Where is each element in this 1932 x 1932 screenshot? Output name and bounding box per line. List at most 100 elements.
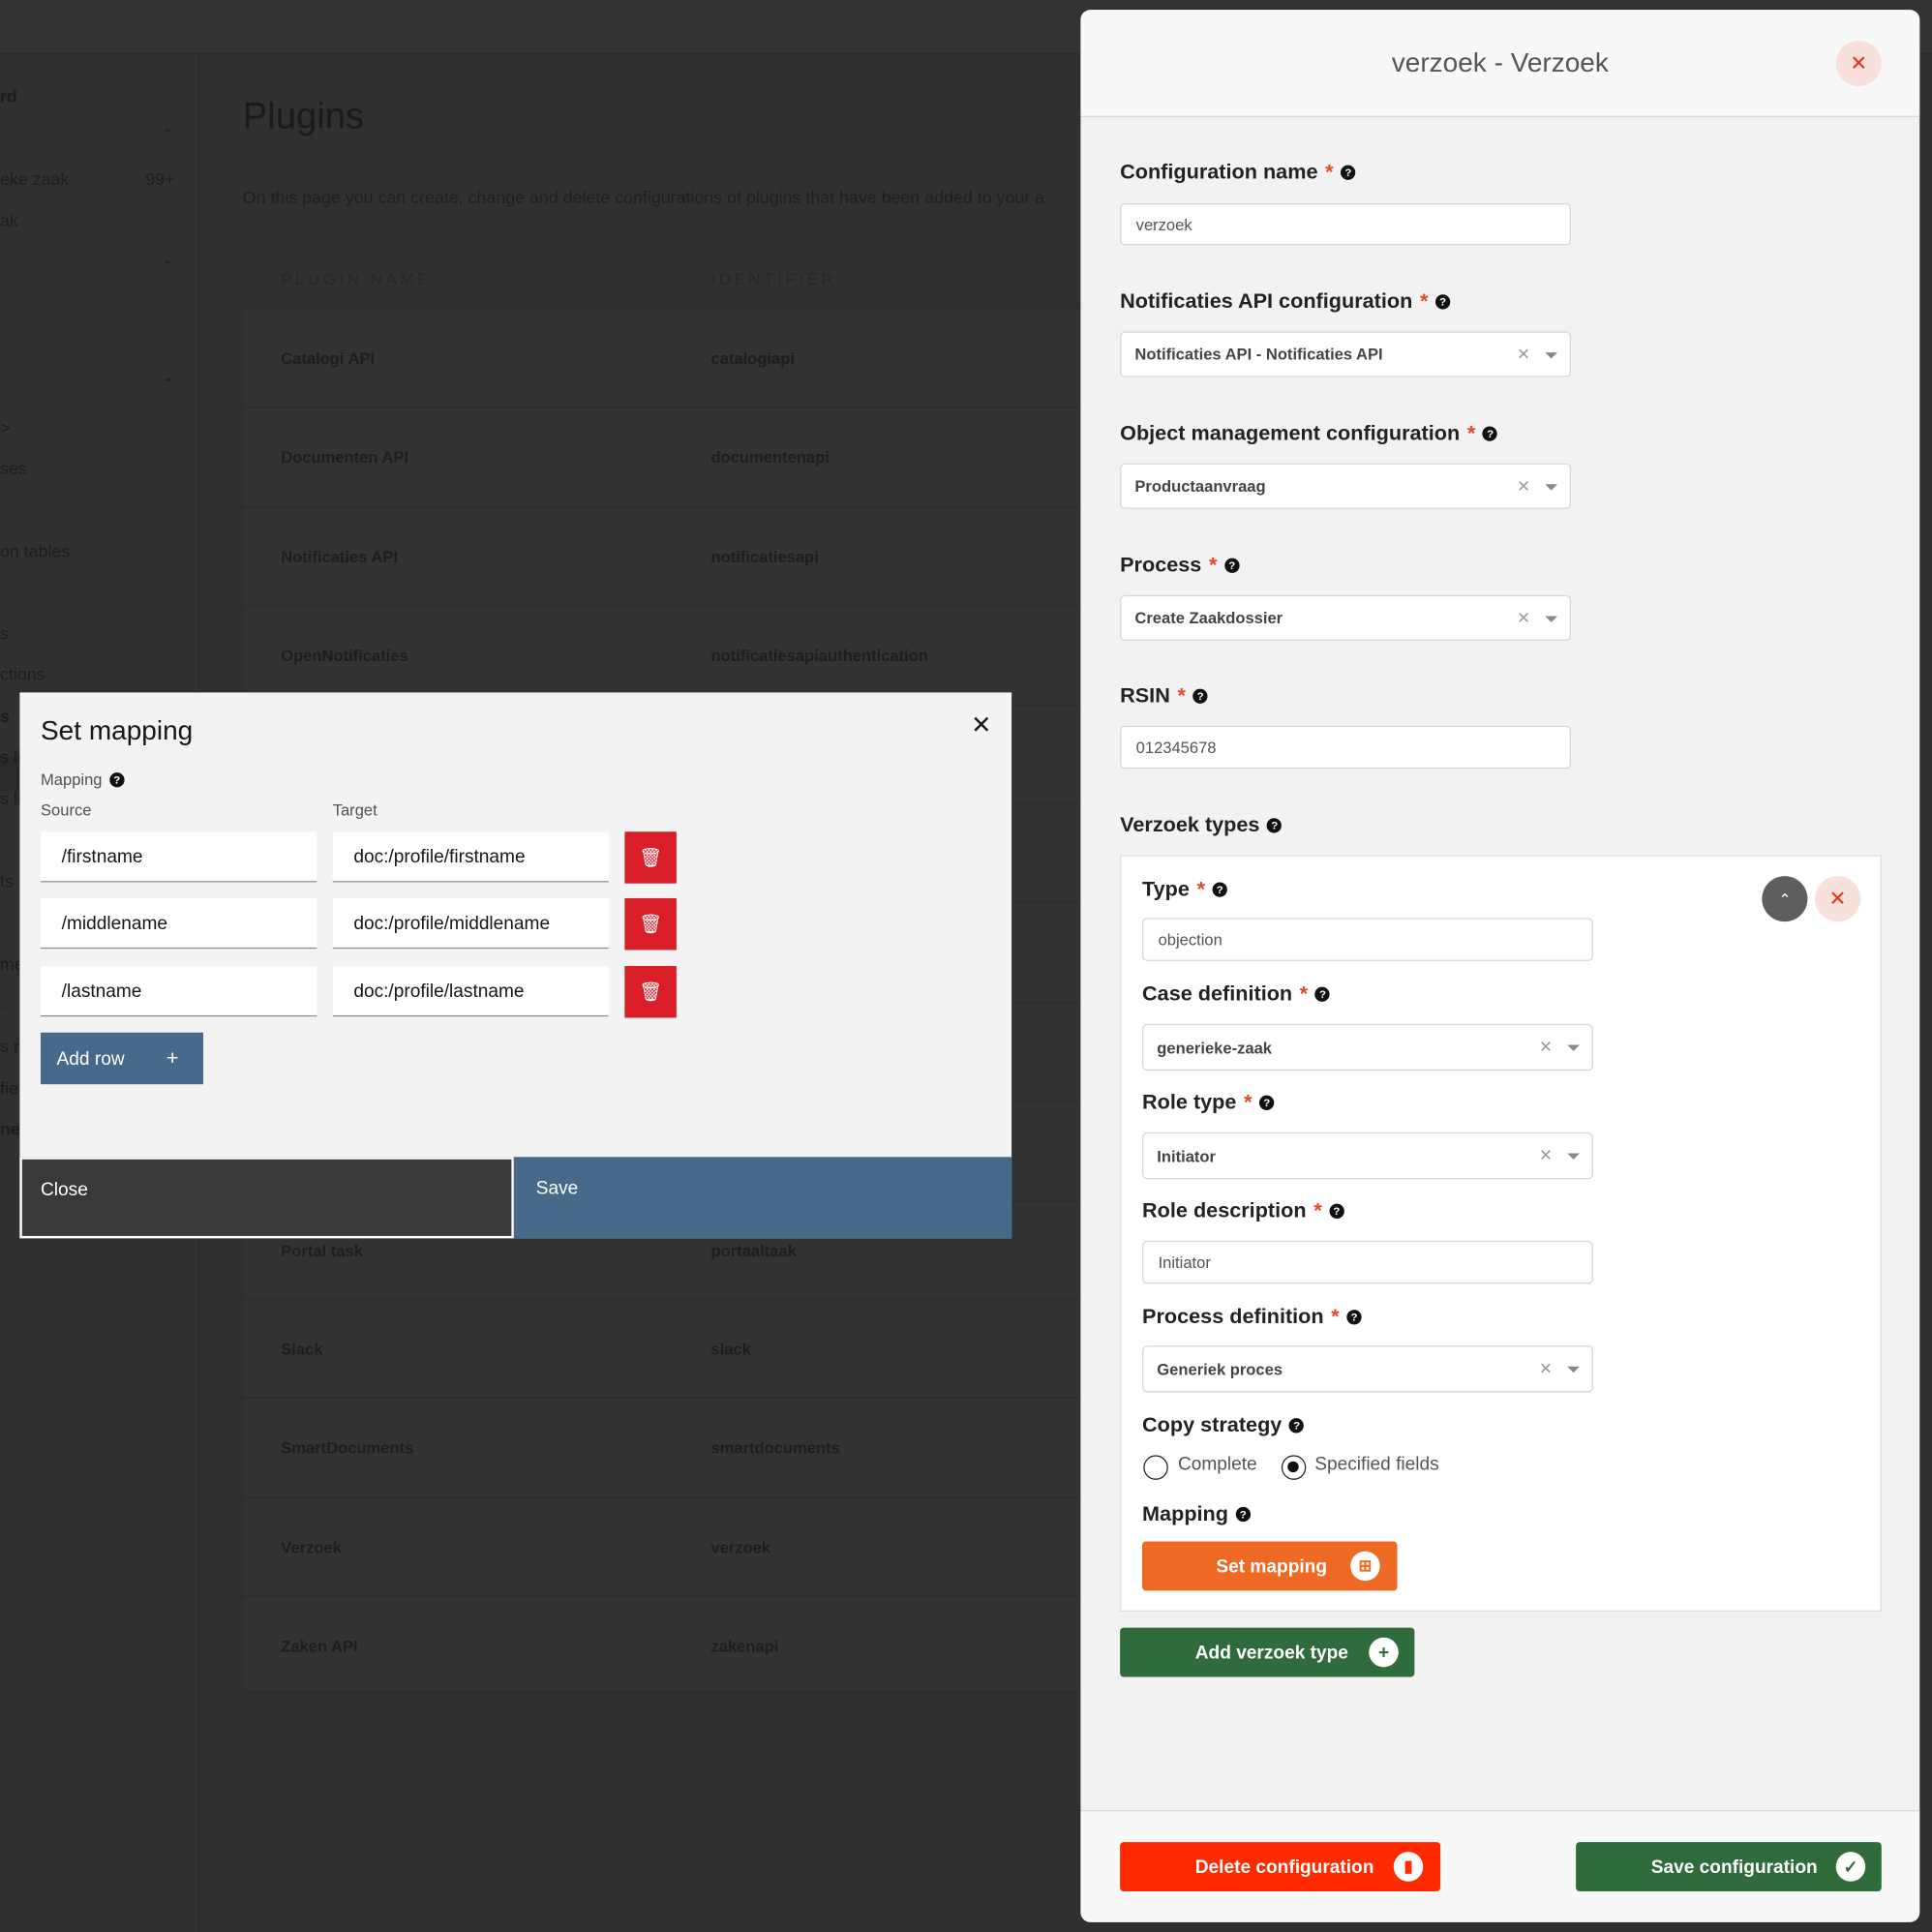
clear-icon[interactable]: ✕ xyxy=(1539,1145,1553,1164)
close-icon: ✕ xyxy=(1828,886,1847,911)
source-input[interactable]: /lastname xyxy=(41,966,317,1017)
dropdown-arrow-icon[interactable] xyxy=(1567,1153,1580,1160)
close-panel-button[interactable]: ✕ xyxy=(1835,41,1882,87)
help-icon[interactable]: ? xyxy=(1329,1203,1344,1219)
role-description-input[interactable]: Initiator xyxy=(1142,1240,1593,1284)
source-input[interactable]: /middlename xyxy=(41,897,317,950)
plugin-name: Slack xyxy=(281,1340,323,1359)
close-modal-button[interactable]: ✕ xyxy=(971,709,991,740)
sidebar-item[interactable]: fie xyxy=(0,1077,18,1099)
help-icon[interactable]: ? xyxy=(1212,882,1227,897)
help-icon[interactable]: ? xyxy=(1435,294,1451,310)
radio-specified-fields-label[interactable]: Specified fields xyxy=(1314,1454,1439,1475)
help-icon[interactable]: ? xyxy=(1288,1418,1305,1434)
help-icon[interactable]: ? xyxy=(1341,165,1356,180)
delete-row-button[interactable]: 🗑 xyxy=(624,897,677,951)
modal-save-button[interactable]: Save xyxy=(513,1157,1012,1239)
sidebar-item[interactable]: ses xyxy=(0,458,27,478)
help-icon[interactable]: ? xyxy=(1267,818,1283,833)
target-input[interactable]: doc:/profile/middlename xyxy=(332,897,609,950)
dropdown-arrow-icon[interactable] xyxy=(1545,615,1558,622)
chevron-up-icon[interactable]: ⌃ xyxy=(161,374,175,394)
plugin-identifier: verzoek xyxy=(710,1538,771,1557)
radio-specified-fields[interactable] xyxy=(1281,1455,1307,1480)
delete-configuration-button[interactable]: Delete configuration ▮ xyxy=(1120,1842,1441,1891)
process-select[interactable]: Create Zaakdossier ✕ xyxy=(1120,594,1572,641)
table-row[interactable]: Zaken API zakenapi xyxy=(243,1597,1105,1696)
dropdown-arrow-icon[interactable] xyxy=(1567,1366,1580,1374)
help-icon[interactable]: ? xyxy=(1314,986,1331,1002)
help-icon[interactable]: ? xyxy=(109,771,125,787)
table-row[interactable]: SmartDocuments smartdocuments xyxy=(242,1399,1105,1498)
notificaties-select[interactable]: Notificaties API - Notificaties API ✕ xyxy=(1120,331,1572,377)
sidebar-item[interactable]: > xyxy=(0,995,11,1015)
verzoek-types-label: Verzoek types? xyxy=(1120,813,1283,837)
type-input[interactable]: objection xyxy=(1142,918,1593,961)
table-row[interactable]: Documenten API documentenapi xyxy=(242,408,1105,508)
sidebar-item[interactable]: on tables xyxy=(0,540,71,561)
sidebar-item[interactable]: > xyxy=(0,417,11,438)
help-icon[interactable]: ? xyxy=(1192,688,1208,704)
column-header-identifier: IDENTIFIER xyxy=(710,269,837,288)
modal-close-button[interactable]: Close xyxy=(19,1157,514,1239)
help-icon[interactable]: ? xyxy=(1482,426,1498,441)
sidebar-item[interactable]: me xyxy=(0,953,24,974)
sidebar-item[interactable]: s li xyxy=(0,788,21,809)
dropdown-arrow-icon[interactable] xyxy=(1545,483,1558,491)
sidebar-item-active[interactable]: s xyxy=(0,706,10,726)
collapse-button[interactable]: ⌃ xyxy=(1762,876,1808,922)
add-verzoek-type-button[interactable]: Add verzoek type + xyxy=(1120,1627,1415,1677)
target-input[interactable]: doc:/profile/firstname xyxy=(332,831,609,883)
sidebar-item[interactable]: ts xyxy=(0,870,14,891)
table-row[interactable]: Slack slack xyxy=(242,1300,1105,1400)
role-description-label: Role description *? xyxy=(1142,1199,1344,1223)
radio-complete[interactable] xyxy=(1143,1455,1168,1480)
dropdown-arrow-icon[interactable] xyxy=(1545,351,1558,358)
process-definition-select[interactable]: Generiek proces ✕ xyxy=(1142,1345,1593,1393)
sidebar-item[interactable]: s li xyxy=(0,746,21,767)
chevron-down-icon[interactable]: ⌄ xyxy=(161,249,175,268)
role-type-select[interactable]: Initiator ✕ xyxy=(1142,1132,1593,1180)
delete-row-button[interactable]: 🗑 xyxy=(624,831,677,884)
table-row[interactable]: Portal task portaaltaak xyxy=(242,1201,1105,1300)
plugin-name: Catalogi API xyxy=(281,348,376,368)
clear-icon[interactable]: ✕ xyxy=(1539,1359,1553,1378)
object-management-select[interactable]: Productaanvraag ✕ xyxy=(1120,463,1572,509)
plus-icon: + xyxy=(1369,1637,1399,1668)
table-row[interactable]: Catalogi API catalogiapi xyxy=(242,310,1105,408)
help-icon[interactable]: ? xyxy=(1346,1310,1362,1325)
help-icon[interactable]: ? xyxy=(1235,1506,1251,1523)
case-definition-select[interactable]: generieke-zaak ✕ xyxy=(1142,1023,1593,1072)
add-row-button[interactable]: Add row + xyxy=(41,1032,204,1085)
config-name-input[interactable]: verzoek xyxy=(1120,203,1572,246)
remove-type-button[interactable]: ✕ xyxy=(1815,876,1861,922)
chevron-up-icon[interactable]: ⌃ xyxy=(161,125,175,144)
table-row[interactable]: Notificaties API notificatiesapi xyxy=(242,507,1105,607)
source-input[interactable]: /firstname xyxy=(41,831,317,883)
clear-icon[interactable]: ✕ xyxy=(1539,1037,1553,1056)
sidebar-item[interactable]: s xyxy=(0,623,9,644)
help-icon[interactable]: ? xyxy=(1259,1095,1275,1110)
help-icon[interactable]: ? xyxy=(1224,558,1240,573)
sidebar-item[interactable]: ctions xyxy=(0,664,45,684)
set-mapping-button[interactable]: Set mapping ⊞ xyxy=(1142,1541,1398,1591)
table-row[interactable]: OpenNotificaties notificatiesapiauthentic… xyxy=(242,607,1105,706)
sidebar-item[interactable]: ne xyxy=(0,1118,20,1139)
plus-icon: + xyxy=(166,1045,179,1070)
sidebar-item[interactable]: ak xyxy=(0,210,18,231)
radio-complete-label[interactable]: Complete xyxy=(1177,1454,1257,1475)
delete-row-button[interactable]: 🗑 xyxy=(624,966,677,1018)
modal-title: Set mapping xyxy=(41,714,194,746)
sidebar-item[interactable]: eke zaak xyxy=(0,168,70,189)
sidebar-item[interactable]: rd xyxy=(0,86,17,106)
clear-icon[interactable]: ✕ xyxy=(1517,608,1531,627)
save-configuration-button[interactable]: Save configuration ✓ xyxy=(1576,1842,1882,1891)
dropdown-arrow-icon[interactable] xyxy=(1567,1044,1580,1051)
clear-icon[interactable]: ✕ xyxy=(1517,344,1531,363)
rsin-input[interactable]: 012345678 xyxy=(1120,725,1572,770)
target-input[interactable]: doc:/profile/lastname xyxy=(332,966,609,1017)
table-row[interactable]: Verzoek verzoek xyxy=(242,1498,1105,1597)
clear-icon[interactable]: ✕ xyxy=(1517,475,1531,496)
sidebar-item[interactable]: s n xyxy=(0,1036,23,1056)
copy-strategy-label: Copy strategy? xyxy=(1142,1413,1305,1437)
